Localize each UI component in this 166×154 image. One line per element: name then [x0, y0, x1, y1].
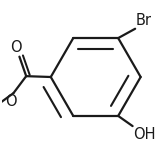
Text: O: O: [5, 94, 17, 109]
Text: OH: OH: [133, 128, 156, 142]
Text: O: O: [11, 40, 22, 55]
Text: Br: Br: [136, 13, 152, 28]
